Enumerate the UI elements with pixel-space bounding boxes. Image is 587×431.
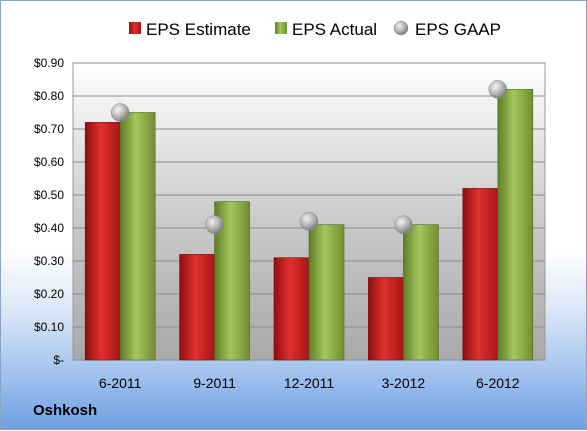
legend: EPS Estimate EPS Actual EPS GAAP: [129, 20, 501, 39]
bar-eps-estimate: [273, 257, 310, 361]
y-axis-labels: $- $0.10 $0.20 $0.30 $0.40 $0.50 $0.60 $0.70 $0.…: [34, 56, 64, 367]
bar-eps-estimate: [84, 122, 121, 361]
bar-eps-estimate: [179, 254, 215, 361]
x-category-label: 6-2012: [476, 375, 520, 391]
x-axis-labels: 6-2011 9-2011 12-2011 3-2012 6-2012: [99, 375, 520, 391]
x-category-label: 3-2012: [382, 375, 426, 391]
marker-eps-gaap: [488, 80, 508, 99]
y-tick-label: $0.70: [34, 122, 64, 136]
y-tick-label: $0.80: [34, 89, 64, 103]
marker-eps-gaap: [205, 215, 224, 234]
y-tick-label: $-: [53, 353, 64, 367]
legend-swatch-actual: [275, 22, 287, 34]
legend-swatch-estimate: [129, 22, 141, 34]
marker-eps-gaap: [110, 103, 130, 122]
bar-eps-actual: [403, 224, 439, 361]
bar-eps-estimate: [368, 277, 404, 361]
x-category-label: 12-2011: [284, 375, 335, 391]
legend-label-gaap: EPS GAAP: [415, 20, 501, 39]
y-tick-label: $0.40: [34, 221, 64, 235]
gaap-markers: [110, 80, 508, 234]
marker-eps-gaap: [299, 212, 319, 231]
y-tick-label: $0.30: [34, 254, 64, 268]
bar-eps-actual: [497, 89, 534, 361]
x-category-label: 6-2011: [99, 375, 142, 391]
y-tick-label: $0.20: [34, 287, 64, 301]
legend-label-estimate: EPS Estimate: [146, 20, 251, 39]
x-category-label: 9-2011: [193, 375, 236, 391]
y-tick-label: $0.50: [34, 188, 64, 202]
y-tick-label: $0.10: [34, 320, 64, 334]
y-tick-label: $0.90: [34, 56, 64, 70]
bar-eps-actual: [308, 224, 345, 361]
bar-eps-actual: [119, 112, 156, 361]
legend-swatch-gaap: [393, 20, 409, 36]
bar-eps-estimate: [462, 188, 499, 361]
company-name: Oshkosh: [33, 402, 98, 419]
marker-eps-gaap: [394, 215, 413, 234]
legend-label-actual: EPS Actual: [292, 20, 377, 39]
y-tick-label: $0.60: [34, 155, 64, 169]
bars: [84, 89, 534, 361]
